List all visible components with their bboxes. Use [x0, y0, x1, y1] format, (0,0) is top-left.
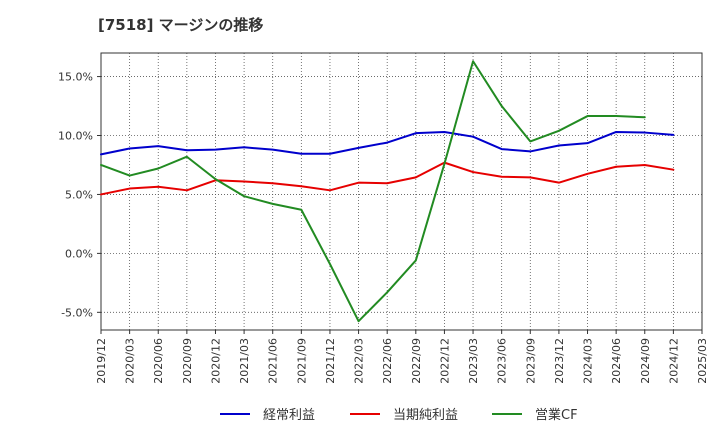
x-tick-label: 2021/03 [238, 338, 251, 384]
x-tick-label: 2023/06 [496, 338, 509, 384]
series-line-3 [100, 60, 646, 323]
x-tick-label: 2021/12 [324, 338, 337, 384]
x-tick-label: 2022/03 [353, 338, 366, 384]
chart-title: [7518] マージンの推移 [98, 16, 264, 34]
x-tick-label: 2025/03 [696, 338, 709, 384]
x-tick-label: 2023/12 [553, 338, 566, 384]
x-tick-label: 2024/06 [610, 338, 623, 384]
x-tick-label: 2022/12 [438, 338, 451, 384]
legend-label-3: 営業CF [535, 407, 578, 423]
y-tick-label: 0.0% [65, 247, 93, 260]
y-tick-label: 5.0% [65, 188, 93, 201]
x-tick-label: 2022/06 [381, 338, 394, 384]
series-line-2 [100, 161, 675, 196]
y-tick-label: 15.0% [58, 71, 93, 84]
x-tick-label: 2020/03 [124, 338, 137, 384]
x-tick-label: 2024/12 [667, 338, 680, 384]
x-tick-label: 2020/06 [152, 338, 165, 384]
legend-label-2: 当期純利益 [393, 408, 458, 423]
x-tick-label: 2021/06 [267, 338, 280, 384]
x-tick-label: 2023/03 [467, 338, 480, 384]
plot-frame [100, 52, 703, 331]
legend-label-1: 経常利益 [263, 408, 315, 423]
plot-area [101, 53, 702, 330]
x-tick-label: 2021/09 [295, 338, 308, 384]
x-tick-label: 2024/09 [639, 338, 652, 384]
y-tick-label: 10.0% [58, 130, 93, 143]
x-tick-label: 2022/09 [410, 338, 423, 384]
x-tick-label: 2020/12 [209, 338, 222, 384]
x-tick-label: 2020/09 [181, 338, 194, 384]
x-tick-label: 2024/03 [582, 338, 595, 384]
x-tick-label: 2023/09 [524, 338, 537, 384]
x-tick-label: 2019/12 [95, 338, 108, 384]
series-line-1 [100, 130, 675, 156]
y-tick-label: -5.0% [61, 306, 93, 319]
